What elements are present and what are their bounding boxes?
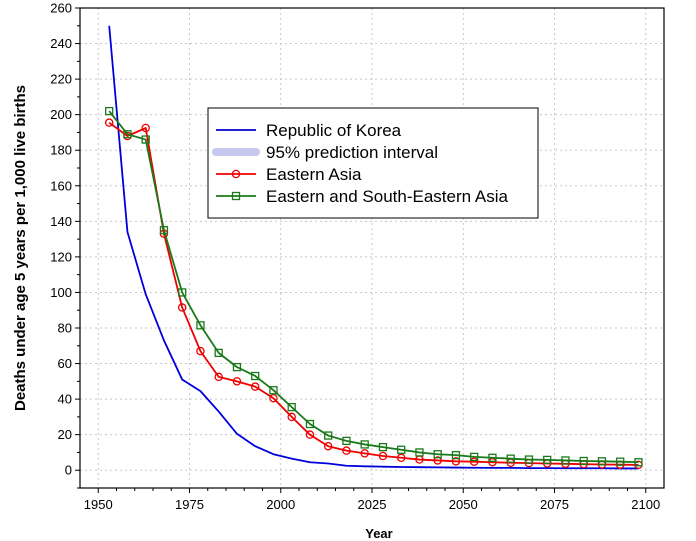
data-point — [196, 321, 205, 330]
y-tick-label: 160 — [50, 178, 72, 193]
y-tick-label: 40 — [58, 392, 72, 407]
data-point — [214, 372, 223, 382]
data-point — [561, 456, 570, 465]
data-point — [616, 457, 625, 466]
data-point — [105, 106, 114, 116]
data-point — [378, 442, 388, 452]
y-tick-label: 60 — [58, 356, 72, 371]
data-point — [342, 446, 351, 455]
data-point — [287, 412, 296, 422]
x-tick-label: 2025 — [358, 497, 387, 512]
series-layer — [104, 25, 643, 470]
data-point — [177, 303, 187, 312]
data-point — [269, 386, 278, 395]
data-point — [104, 118, 114, 127]
data-point — [451, 450, 461, 460]
legend-marker — [231, 191, 241, 201]
x-tick-label: 2075 — [540, 497, 569, 512]
data-point — [141, 135, 150, 144]
y-tick-label: 180 — [50, 143, 72, 158]
data-point — [433, 456, 442, 465]
data-point — [597, 457, 607, 466]
y-tick-label: 80 — [58, 321, 72, 336]
series-line-0 — [108, 25, 639, 470]
x-tick-label: 2000 — [266, 497, 295, 512]
data-point — [488, 453, 497, 462]
y-tick-label: 260 — [50, 1, 72, 16]
legend-marker — [231, 169, 241, 179]
data-point — [397, 445, 406, 454]
data-point — [378, 451, 388, 461]
y-tick-label: 100 — [50, 285, 72, 300]
data-point — [451, 457, 461, 466]
axes: 1950 1975 2000 2025 2050 2075 2100 0 20 40 60 80 100… — [50, 1, 660, 513]
data-point — [342, 436, 351, 446]
data-point — [196, 346, 205, 356]
y-tick-label: 120 — [50, 249, 72, 264]
y-tick-label: 140 — [50, 214, 72, 229]
data-point — [543, 455, 552, 465]
data-point — [469, 457, 479, 466]
legend-label: 95% prediction interval — [266, 143, 438, 162]
data-point — [396, 453, 406, 463]
x-axis-title: Year — [365, 526, 392, 541]
legend: Republic of Korea 95% prediction interval… — [207, 107, 539, 219]
x-tick-label: 1975 — [175, 497, 204, 512]
data-point — [360, 440, 369, 449]
x-tick-label: 2050 — [449, 497, 478, 512]
data-point — [470, 452, 479, 462]
data-point — [251, 371, 260, 381]
data-point — [305, 419, 315, 429]
data-point — [415, 448, 424, 457]
data-point — [178, 288, 187, 297]
y-tick-label: 220 — [50, 72, 72, 87]
y-tick-label: 0 — [65, 463, 72, 478]
legend-label: Republic of Korea — [266, 121, 402, 140]
data-point — [159, 226, 169, 235]
data-point — [579, 456, 588, 466]
data-point — [250, 382, 260, 391]
x-tick-label: 1950 — [84, 497, 113, 512]
data-point — [269, 393, 278, 403]
data-point — [524, 455, 534, 464]
data-point — [324, 431, 333, 440]
y-tick-label: 200 — [50, 107, 72, 122]
data-point — [506, 454, 515, 463]
data-point — [214, 348, 223, 358]
data-point — [141, 123, 150, 133]
data-point — [433, 450, 442, 459]
data-point — [634, 458, 643, 467]
data-point — [305, 430, 315, 439]
legend-label: Eastern and South-Eastern Asia — [266, 187, 508, 206]
data-point — [287, 402, 296, 412]
data-point — [123, 130, 132, 139]
x-tick-label: 2100 — [631, 497, 660, 512]
data-point — [323, 441, 333, 451]
y-axis-title: Deaths under age 5 years per 1,000 live … — [12, 85, 29, 411]
y-tick-label: 240 — [50, 36, 72, 51]
y-tick-label: 20 — [58, 427, 72, 442]
data-point — [232, 377, 242, 386]
legend-box — [207, 107, 539, 219]
legend-label: Eastern Asia — [266, 165, 362, 184]
data-point — [360, 449, 369, 458]
data-point — [232, 362, 242, 372]
